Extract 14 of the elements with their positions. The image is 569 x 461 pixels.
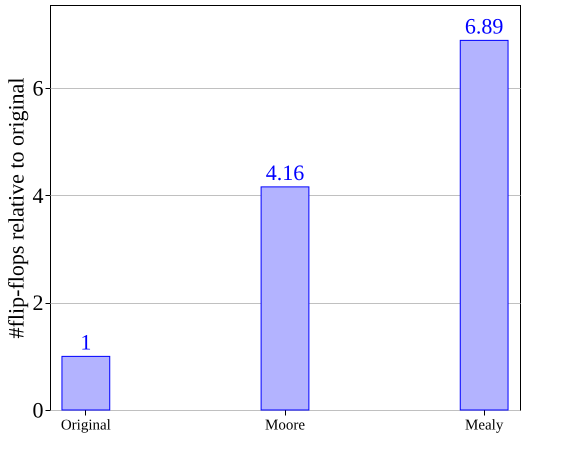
bar (260, 186, 310, 410)
bar (460, 40, 509, 410)
data-label: 1 (80, 329, 92, 354)
data-label: 4.16 (266, 160, 304, 185)
y-tick-label: 0 (32, 398, 44, 422)
y-tick-label: 6 (32, 76, 44, 101)
data-label: 6.89 (464, 13, 504, 38)
x-tick-label: Moore (265, 418, 306, 434)
y-tick-label: 4 (32, 182, 44, 208)
y-tick-label: 2 (32, 290, 44, 316)
y-axis-title: #flip-flops relative to original (4, 78, 28, 338)
bar (61, 356, 110, 410)
x-tick-label: Original (60, 418, 111, 434)
x-tick-label: Mealy (464, 418, 504, 434)
